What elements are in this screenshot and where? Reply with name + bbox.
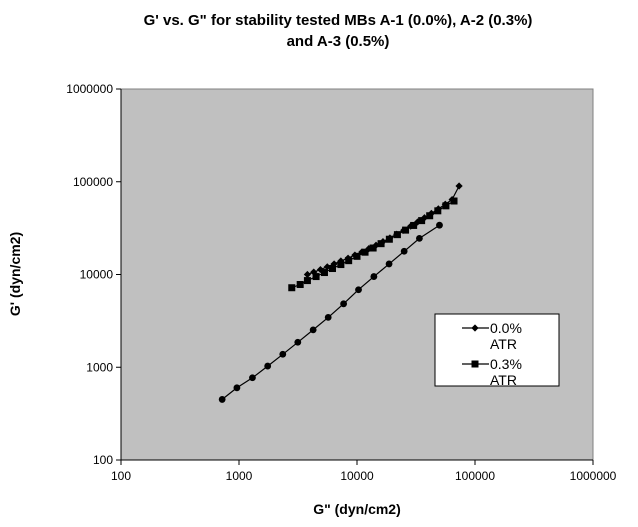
y-tick-label: 1000 <box>86 360 113 374</box>
data-point <box>361 248 369 256</box>
x-tick-label: 100 <box>111 469 131 483</box>
data-point <box>355 286 362 294</box>
legend-label: 0.3% <box>490 356 522 372</box>
data-point <box>393 231 401 239</box>
data-point <box>288 284 296 292</box>
data-point <box>369 244 377 252</box>
chart-title-line-1: G' vs. G" for stability tested MBs A-1 (… <box>144 12 533 29</box>
x-tick-label: 100000 <box>455 469 495 483</box>
y-tick-label: 1000000 <box>66 82 113 96</box>
data-point <box>418 217 426 225</box>
data-point <box>337 261 345 269</box>
data-point <box>455 182 463 190</box>
data-point <box>294 338 302 346</box>
x-tick-label: 1000000 <box>570 469 617 483</box>
plot-area <box>120 88 594 461</box>
legend-box <box>434 313 560 387</box>
x-axis-title: G" (dyn/cm2) <box>313 501 401 517</box>
data-point <box>233 384 241 392</box>
data-point <box>426 212 434 220</box>
data-point <box>345 257 353 265</box>
chart-title-line-2: and A-3 (0.5%) <box>287 33 390 50</box>
legend-label: 0.0% <box>490 320 522 336</box>
legend-label: ATR <box>490 336 517 352</box>
legend-label: ATR <box>490 372 517 388</box>
data-point <box>324 313 332 321</box>
data-point <box>410 221 418 229</box>
data-point <box>218 396 226 403</box>
data-point <box>312 273 320 281</box>
y-tick-label: 100000 <box>73 175 113 189</box>
y-axis-title: G' (dyn/cm2) <box>7 232 23 316</box>
series-2 <box>288 197 458 292</box>
data-point <box>279 350 287 358</box>
x-axis-ticks: 100 1000 10000 100000 1000000 <box>111 460 617 483</box>
legend-swatch-marker <box>471 324 479 332</box>
y-axis-ticks: 100 1000 10000 100000 1000000 <box>66 82 121 467</box>
data-point <box>436 221 443 229</box>
x-tick-label: 1000 <box>226 469 253 483</box>
data-point <box>377 240 385 248</box>
y-tick-label: 10000 <box>80 268 114 282</box>
data-point <box>385 235 393 243</box>
data-point <box>303 277 311 285</box>
data-point <box>264 362 272 370</box>
data-point <box>402 226 410 234</box>
series-layer <box>218 182 463 403</box>
data-point <box>353 252 361 260</box>
data-point <box>450 197 458 205</box>
series-3 <box>218 221 443 403</box>
data-point <box>416 235 423 242</box>
data-point <box>340 300 348 308</box>
data-point <box>249 374 256 382</box>
data-point <box>309 326 317 334</box>
data-point <box>370 273 378 280</box>
data-point <box>385 260 393 268</box>
data-point <box>303 270 312 279</box>
data-point <box>400 247 408 255</box>
data-point <box>310 268 318 276</box>
data-point <box>320 269 328 277</box>
y-tick-label: 100 <box>93 453 113 467</box>
data-point <box>442 202 450 210</box>
data-point <box>329 265 337 273</box>
data-point <box>365 245 373 253</box>
x-tick-label: 10000 <box>340 469 374 483</box>
data-point <box>434 207 442 215</box>
data-point <box>296 281 304 289</box>
legend-swatch-marker <box>471 360 479 368</box>
data-point <box>337 257 345 265</box>
